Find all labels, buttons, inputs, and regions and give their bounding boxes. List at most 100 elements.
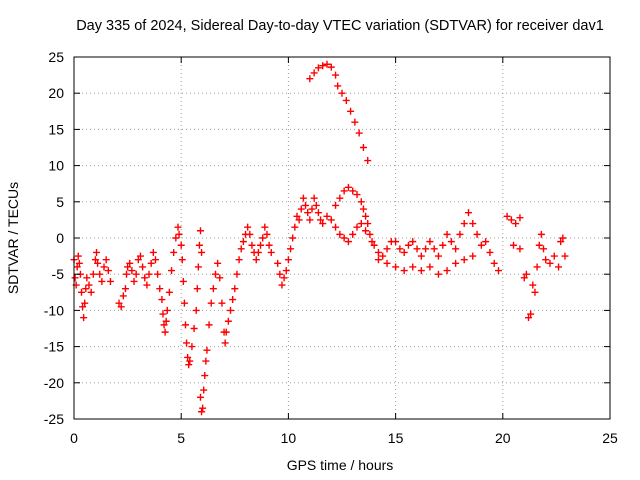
data-point: [119, 292, 127, 300]
data-point: [160, 321, 168, 329]
data-point: [533, 263, 541, 271]
data-point: [168, 267, 176, 275]
data-point: [529, 281, 537, 289]
data-point: [222, 328, 230, 336]
data-point: [469, 220, 477, 228]
data-point: [98, 277, 106, 285]
y-tick-label: -20: [44, 375, 64, 391]
data-point: [400, 267, 408, 275]
data-point: [540, 245, 548, 253]
data-point: [235, 256, 243, 264]
data-point: [175, 230, 183, 238]
data-point: [193, 285, 201, 293]
y-tick-label: 5: [56, 194, 64, 210]
data-point: [156, 285, 164, 293]
data-point: [188, 343, 196, 351]
data-point: [126, 259, 134, 267]
data-point: [327, 216, 335, 224]
data-point: [284, 256, 292, 264]
data-point: [134, 256, 142, 264]
data-point: [357, 220, 365, 228]
data-point: [276, 270, 284, 278]
data-point: [201, 372, 209, 380]
data-point: [535, 241, 543, 249]
data-point: [332, 223, 340, 231]
data-point: [124, 263, 132, 271]
data-point: [162, 317, 170, 325]
data-point: [233, 270, 241, 278]
x-tick-label: 20: [495, 430, 511, 446]
data-point: [128, 267, 136, 275]
data-point: [263, 230, 271, 238]
data-point: [180, 299, 188, 307]
data-point: [246, 230, 254, 238]
data-point: [374, 248, 382, 256]
data-point: [503, 212, 511, 220]
data-point: [184, 353, 192, 361]
data-point: [224, 317, 232, 325]
data-point: [93, 248, 101, 256]
data-point: [430, 245, 438, 253]
data-point: [413, 245, 421, 253]
data-point: [452, 259, 460, 267]
data-point: [304, 209, 312, 217]
data-point: [159, 310, 167, 318]
data-point: [336, 194, 344, 202]
data-point: [542, 256, 550, 264]
data-point: [254, 248, 262, 256]
data-point: [338, 89, 346, 97]
data-point: [172, 234, 180, 242]
y-tick-label: -10: [44, 302, 64, 318]
data-point: [274, 259, 282, 267]
data-point: [561, 252, 569, 260]
data-point: [280, 274, 288, 282]
data-point: [434, 252, 442, 260]
data-point: [136, 252, 144, 260]
data-point: [181, 321, 189, 329]
data-point: [186, 357, 194, 365]
data-point: [310, 69, 318, 77]
data-point: [359, 144, 367, 151]
data-point: [267, 248, 275, 256]
data-point: [73, 263, 81, 271]
data-point: [83, 274, 91, 282]
data-point: [121, 285, 129, 293]
x-tick-label: 10: [281, 430, 297, 446]
data-point: [314, 209, 322, 217]
y-tick-label: 10: [48, 158, 64, 174]
data-point: [297, 205, 305, 213]
data-point: [439, 241, 447, 249]
data-point: [302, 201, 310, 209]
data-point: [314, 64, 322, 72]
data-point: [94, 259, 102, 267]
data-point: [559, 234, 567, 242]
data-point: [555, 263, 563, 271]
data-point: [396, 245, 404, 253]
data-point: [306, 75, 314, 83]
data-point: [370, 241, 378, 249]
x-tick-label: 5: [177, 430, 185, 446]
data-point: [163, 306, 171, 314]
data-point: [456, 230, 464, 238]
data-point: [308, 205, 316, 213]
data-point: [278, 281, 286, 289]
data-point: [417, 252, 425, 260]
data-point: [78, 288, 86, 296]
data-point: [104, 267, 112, 275]
data-point: [409, 263, 417, 271]
data-point: [374, 256, 382, 264]
data-point: [96, 270, 104, 278]
data-point: [512, 220, 520, 228]
data-point: [196, 393, 204, 401]
data-point: [359, 205, 367, 213]
data-point: [239, 238, 247, 246]
data-point: [336, 230, 344, 238]
data-point: [310, 194, 318, 202]
data-points: [70, 60, 569, 416]
data-point: [392, 238, 400, 246]
data-point: [293, 212, 301, 220]
data-point: [306, 216, 314, 224]
data-point: [460, 256, 468, 264]
data-point: [151, 256, 159, 264]
